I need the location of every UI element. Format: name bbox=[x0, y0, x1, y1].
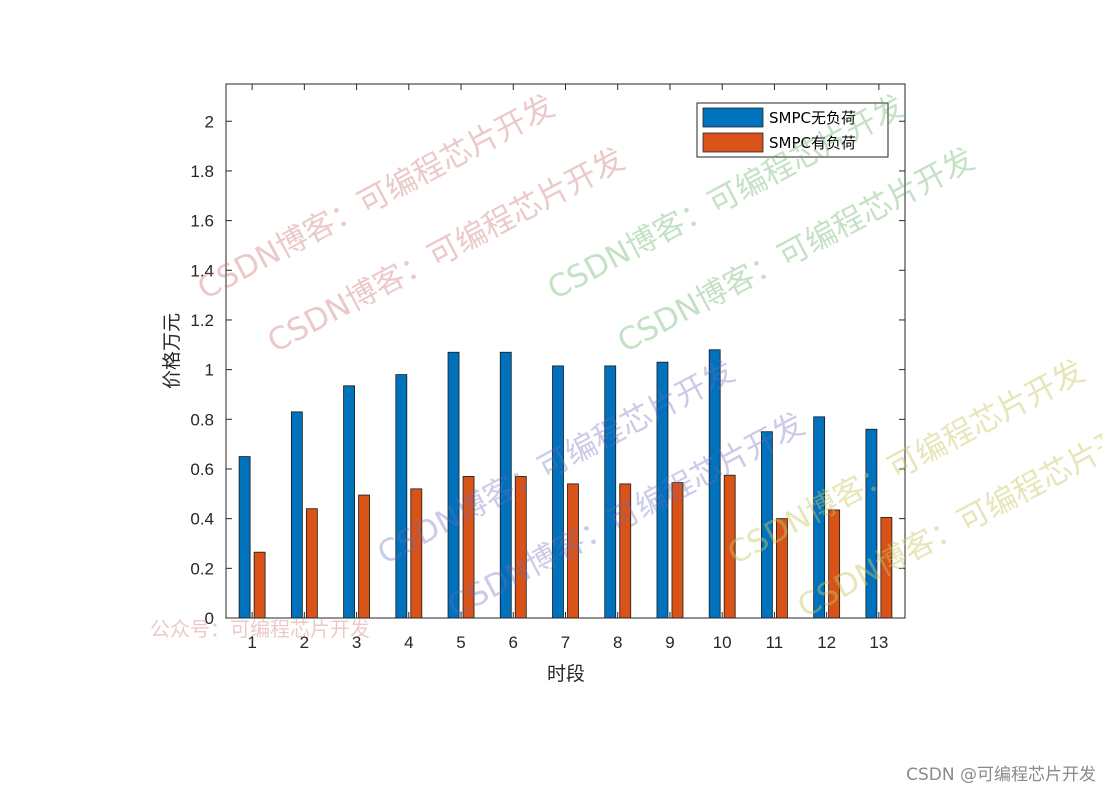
bar-series-2-period-3 bbox=[358, 494, 370, 619]
y-tick-label-0.8: 0.8 bbox=[190, 410, 214, 429]
bar-series-1-period-3 bbox=[343, 385, 355, 619]
x-tick-label-10: 10 bbox=[713, 633, 732, 652]
y-tick-label-1: 1 bbox=[205, 361, 214, 380]
x-tick-label-5: 5 bbox=[456, 633, 465, 652]
bar-series-1-period-7 bbox=[552, 365, 564, 619]
x-axis-ticks: 1 2 3 4 5 6 7 8 9 10 11 12 13 bbox=[247, 84, 888, 652]
y-tick-label-1.6: 1.6 bbox=[190, 212, 214, 231]
bar-series-1-period-1 bbox=[238, 456, 251, 619]
bar-series-2-period-1 bbox=[253, 551, 266, 619]
y-tick-label-0.4: 0.4 bbox=[190, 510, 214, 529]
x-tick-label-1: 1 bbox=[247, 633, 256, 652]
x-tick-label-6: 6 bbox=[509, 633, 518, 652]
y-tick-label-1.2: 1.2 bbox=[190, 311, 214, 330]
y-tick-label-0: 0 bbox=[205, 609, 214, 628]
y-tick-label-1.8: 1.8 bbox=[190, 162, 214, 181]
legend-swatch-series-2 bbox=[702, 132, 764, 153]
x-tick-label-9: 9 bbox=[665, 633, 674, 652]
bar-series-1-period-2 bbox=[290, 411, 303, 619]
footer-credit: CSDN @可编程芯片开发 bbox=[906, 765, 1096, 785]
bar-series-2-period-2 bbox=[305, 508, 318, 619]
legend-swatch-series-1 bbox=[702, 107, 764, 128]
y-tick-label-2: 2 bbox=[205, 112, 214, 131]
legend-label-series-2: SMPC有负荷 bbox=[769, 134, 856, 152]
y-tick-label-0.2: 0.2 bbox=[190, 559, 214, 578]
x-axis-title: 时段 bbox=[547, 663, 585, 685]
x-tick-label-3: 3 bbox=[352, 633, 361, 652]
y-tick-label-0.6: 0.6 bbox=[190, 460, 214, 479]
x-tick-label-13: 13 bbox=[869, 633, 888, 652]
y-tick-label-1.4: 1.4 bbox=[190, 261, 214, 280]
x-tick-label-12: 12 bbox=[817, 633, 836, 652]
x-tick-label-2: 2 bbox=[300, 633, 309, 652]
plot-area bbox=[226, 84, 905, 618]
watermark-public: 公众号：可编程芯片开发 bbox=[150, 617, 370, 641]
y-axis-title: 价格万元 bbox=[161, 313, 183, 389]
bar-series-1-period-5 bbox=[447, 351, 460, 619]
x-tick-label-11: 11 bbox=[766, 633, 784, 652]
axes-box bbox=[225, 83, 906, 619]
x-tick-label-4: 4 bbox=[404, 633, 413, 652]
x-tick-label-8: 8 bbox=[613, 633, 622, 652]
bar-series-1-period-8 bbox=[604, 365, 617, 619]
bar-series-1-period-4 bbox=[395, 374, 408, 619]
x-tick-label-7: 7 bbox=[561, 633, 570, 652]
y-axis-ticks: 0 0.2 0.4 0.6 0.8 1 1.2 1.4 1.6 1.8 2 bbox=[190, 112, 905, 628]
legend: SMPC无负荷 SMPC有负荷 bbox=[696, 102, 889, 158]
legend-label-series-1: SMPC无负荷 bbox=[769, 109, 856, 127]
